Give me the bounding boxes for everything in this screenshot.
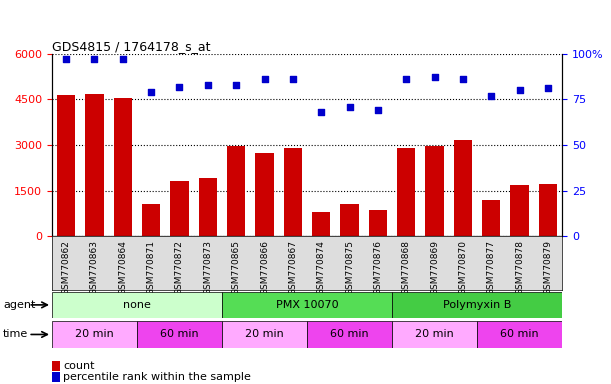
Bar bbox=[340, 204, 359, 236]
Text: 20 min: 20 min bbox=[245, 329, 284, 339]
Point bbox=[543, 85, 553, 91]
Bar bbox=[114, 98, 132, 236]
Bar bbox=[392, 321, 477, 348]
Point bbox=[232, 82, 241, 88]
Text: none: none bbox=[123, 300, 151, 310]
Text: 20 min: 20 min bbox=[75, 329, 114, 339]
Text: 60 min: 60 min bbox=[160, 329, 199, 339]
Text: GSM770870: GSM770870 bbox=[458, 240, 467, 295]
Text: 20 min: 20 min bbox=[415, 329, 454, 339]
Bar bbox=[307, 321, 392, 348]
Text: Polymyxin B: Polymyxin B bbox=[443, 300, 511, 310]
Bar bbox=[52, 321, 137, 348]
Bar bbox=[137, 321, 222, 348]
Text: GSM770863: GSM770863 bbox=[90, 240, 99, 295]
Bar bbox=[368, 210, 387, 236]
Bar bbox=[397, 148, 415, 236]
Bar bbox=[222, 292, 392, 318]
Bar bbox=[255, 152, 274, 236]
Text: 60 min: 60 min bbox=[330, 329, 369, 339]
Bar bbox=[482, 200, 500, 236]
Bar bbox=[539, 184, 557, 236]
Text: GSM770875: GSM770875 bbox=[345, 240, 354, 295]
Text: GSM770873: GSM770873 bbox=[203, 240, 213, 295]
Bar bbox=[425, 146, 444, 236]
Text: GSM770865: GSM770865 bbox=[232, 240, 241, 295]
Bar bbox=[392, 292, 562, 318]
Point bbox=[146, 89, 156, 95]
Bar bbox=[454, 141, 472, 236]
Point bbox=[430, 74, 439, 81]
Bar bbox=[227, 146, 246, 236]
Bar bbox=[312, 212, 331, 236]
Text: GSM770862: GSM770862 bbox=[62, 240, 71, 295]
Point bbox=[345, 104, 354, 110]
Point bbox=[203, 82, 213, 88]
Point bbox=[118, 56, 128, 62]
Text: GSM770868: GSM770868 bbox=[401, 240, 411, 295]
Point bbox=[514, 87, 524, 93]
Bar bbox=[57, 95, 75, 236]
Bar bbox=[477, 321, 562, 348]
Bar bbox=[284, 148, 302, 236]
Point bbox=[486, 93, 496, 99]
Bar bbox=[510, 185, 529, 236]
Text: time: time bbox=[3, 329, 28, 339]
Text: GSM770867: GSM770867 bbox=[288, 240, 298, 295]
Bar bbox=[170, 182, 189, 236]
Point bbox=[458, 76, 468, 83]
Text: GSM770874: GSM770874 bbox=[316, 240, 326, 295]
Text: GSM770878: GSM770878 bbox=[515, 240, 524, 295]
Text: GSM770879: GSM770879 bbox=[543, 240, 552, 295]
Point bbox=[90, 56, 100, 62]
Text: GSM770877: GSM770877 bbox=[487, 240, 496, 295]
Text: GSM770876: GSM770876 bbox=[373, 240, 382, 295]
Text: count: count bbox=[63, 361, 95, 371]
Text: GSM770866: GSM770866 bbox=[260, 240, 269, 295]
Point bbox=[401, 76, 411, 83]
Text: GSM770871: GSM770871 bbox=[147, 240, 156, 295]
Bar bbox=[86, 94, 104, 236]
Text: GSM770872: GSM770872 bbox=[175, 240, 184, 295]
Bar bbox=[52, 292, 222, 318]
Bar bbox=[222, 321, 307, 348]
Text: GDS4815 / 1764178_s_at: GDS4815 / 1764178_s_at bbox=[52, 40, 210, 53]
Text: GSM770869: GSM770869 bbox=[430, 240, 439, 295]
Text: PMX 10070: PMX 10070 bbox=[276, 300, 338, 310]
Point bbox=[61, 56, 71, 62]
Point bbox=[288, 76, 298, 83]
Bar bbox=[199, 179, 217, 236]
Bar bbox=[142, 204, 160, 236]
Text: agent: agent bbox=[3, 300, 35, 310]
Text: percentile rank within the sample: percentile rank within the sample bbox=[63, 372, 251, 382]
Point bbox=[260, 76, 269, 83]
Text: 60 min: 60 min bbox=[500, 329, 539, 339]
Point bbox=[373, 107, 382, 113]
Point bbox=[175, 84, 185, 90]
Point bbox=[316, 109, 326, 115]
Text: GSM770864: GSM770864 bbox=[119, 240, 127, 295]
